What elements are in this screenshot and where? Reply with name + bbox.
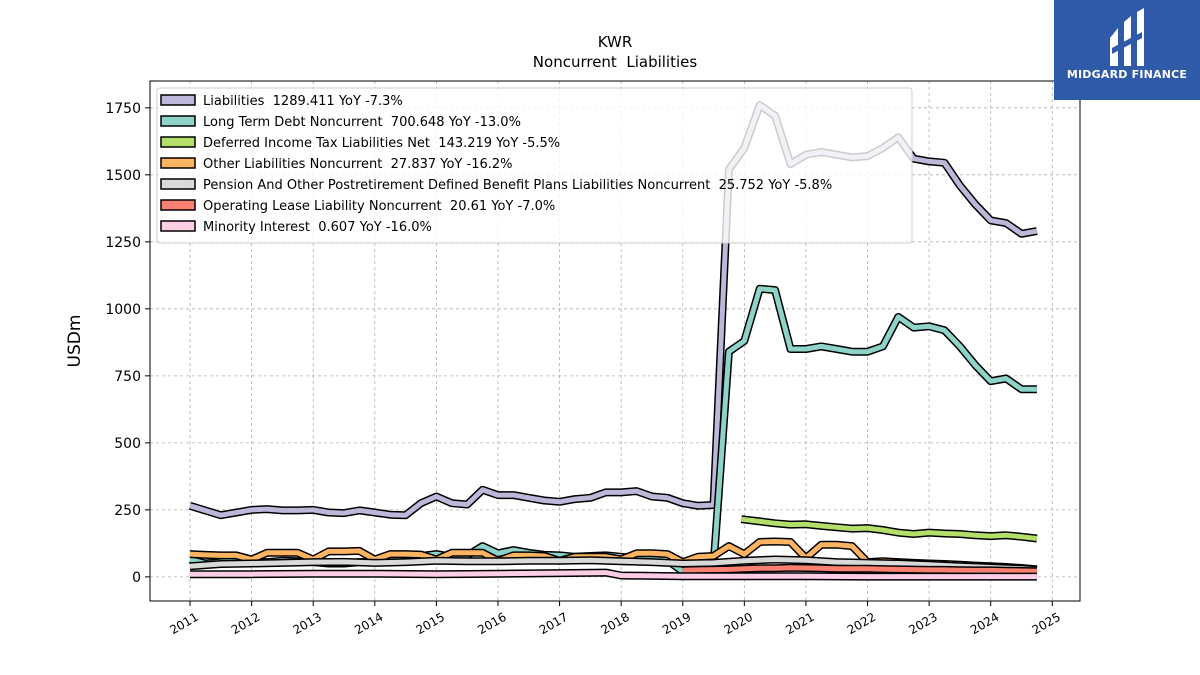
series-layer <box>188 101 1038 581</box>
legend-box <box>156 87 913 244</box>
chart-subtitle: Noncurrent Liabilities <box>533 53 698 71</box>
series-line-4 <box>189 555 1038 574</box>
x-tick-label: 2016 <box>475 610 508 637</box>
series-line-2 <box>740 515 1038 543</box>
legend-label: Pension And Other Postretirement Defined… <box>203 178 832 193</box>
series-line-5 <box>682 563 1037 576</box>
legend-swatch <box>160 157 196 169</box>
y-tick-label: 1250 <box>105 235 141 251</box>
series-outline <box>188 284 1037 576</box>
x-tick-label: 2022 <box>845 610 878 637</box>
y-tick-label: 750 <box>114 369 141 385</box>
legend-label: Liabilities 1289.411 YoY -7.3% <box>203 94 403 109</box>
x-tick-label: 2023 <box>906 610 939 637</box>
legend-swatch <box>160 115 196 127</box>
legend-label: Long Term Debt Noncurrent 700.648 YoY -1… <box>203 115 521 130</box>
legend-swatch <box>160 199 196 211</box>
series-path <box>682 565 1037 574</box>
x-tick-label: 2024 <box>968 610 1001 637</box>
series-path <box>189 557 1038 573</box>
legend-swatch <box>160 178 196 190</box>
y-tick-label: 1000 <box>105 302 141 318</box>
x-tick-label: 2015 <box>414 610 447 637</box>
x-tick-label: 2013 <box>290 610 323 637</box>
series-path <box>190 570 1037 580</box>
legend-label: Other Liabilities Noncurrent 27.837 YoY … <box>203 157 513 172</box>
legend-swatch <box>160 136 196 148</box>
legend: Liabilities 1289.411 YoY -7.3% Long Term … <box>156 87 913 244</box>
series-path <box>741 516 1038 541</box>
brand-logo: MIDGARD FINANCE <box>1054 0 1200 100</box>
y-tick-label: 1750 <box>105 101 141 117</box>
x-tick-label: 2019 <box>660 610 693 637</box>
x-tick-label: 2021 <box>783 610 816 637</box>
legend-swatch <box>160 94 196 106</box>
legend-swatch <box>160 220 196 232</box>
plot-frame <box>149 80 1081 602</box>
x-tick-label: 2014 <box>352 610 385 637</box>
y-tick-label: 500 <box>114 436 141 452</box>
legend-label: Deferred Income Tax Liabilities Net 143.… <box>203 136 560 151</box>
legend-label: Operating Lease Liability Noncurrent 20.… <box>203 199 555 214</box>
y-tick-label: 0 <box>132 570 141 586</box>
series-line-1 <box>188 284 1037 576</box>
series-path <box>189 286 1037 574</box>
brand-name: MIDGARD FINANCE <box>1066 68 1188 81</box>
x-tick-label: 2017 <box>537 610 570 637</box>
legend-label: Minority Interest 0.607 YoY -16.0% <box>203 220 432 235</box>
y-tick-label: 250 <box>114 503 141 519</box>
y-tick-label: 1500 <box>105 168 141 184</box>
series-line-6 <box>190 568 1037 581</box>
x-tick-label: 2011 <box>167 610 200 637</box>
x-tick-label: 2018 <box>598 610 631 637</box>
y-axis-label: USDm <box>65 315 85 368</box>
x-tick-label: 2025 <box>1030 610 1063 637</box>
brand-logo-icon <box>1110 8 1144 66</box>
x-tick-label: 2012 <box>229 610 262 637</box>
x-tick-label: 2020 <box>722 610 755 637</box>
chart-title: KWR <box>598 33 633 51</box>
